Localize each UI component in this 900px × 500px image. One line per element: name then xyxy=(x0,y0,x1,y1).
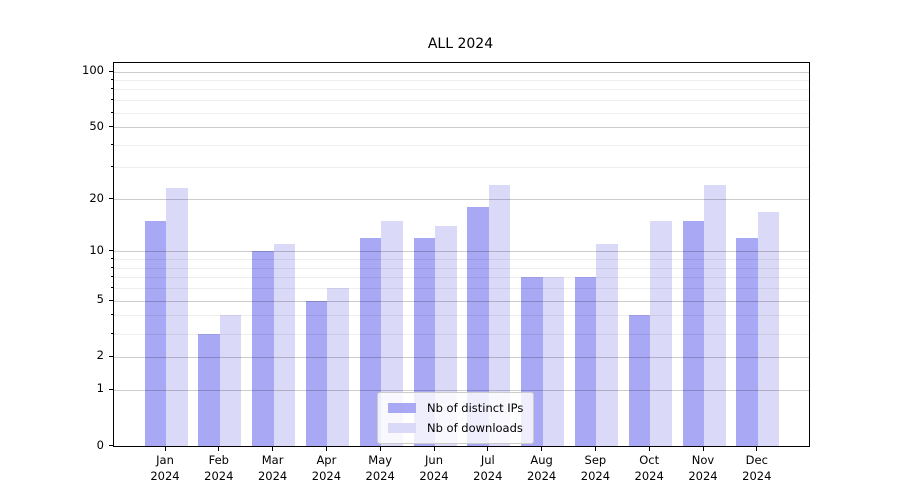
y-tick-label: 10 xyxy=(89,242,104,257)
x-tick-label-feb: Feb 2024 xyxy=(189,453,249,484)
y-minor-tick-mark xyxy=(111,258,113,260)
legend-label-distinct-ips: Nb of distinct IPs xyxy=(427,401,524,415)
y-minor-tick-mark xyxy=(111,166,113,168)
bars-layer xyxy=(114,63,809,446)
bar-nb-of-downloads-oct xyxy=(650,221,672,446)
legend: Nb of distinct IPs Nb of downloads xyxy=(377,392,535,444)
x-tick-year: 2024 xyxy=(473,468,503,483)
x-tick-label-jun: Jun 2024 xyxy=(404,453,464,484)
x-tick-mark xyxy=(164,447,166,451)
x-tick-mark xyxy=(433,447,435,451)
x-tick-label-mar: Mar 2024 xyxy=(243,453,303,484)
x-tick-label-apr: Apr 2024 xyxy=(296,453,356,484)
y-minor-tick-mark xyxy=(111,79,113,81)
x-tick-label-dec: Dec 2024 xyxy=(727,453,787,484)
x-tick-mark xyxy=(648,447,650,451)
x-tick-label-nov: Nov 2024 xyxy=(673,453,733,484)
y-tick-mark xyxy=(109,198,113,199)
y-tick-mark xyxy=(109,355,113,357)
x-tick-label-aug: Aug 2024 xyxy=(512,453,572,484)
y-tick-mark xyxy=(109,70,113,72)
x-tick-mark xyxy=(487,447,489,451)
y-minor-tick-mark xyxy=(111,99,113,101)
bar-nb-of-distinct-ips-jan xyxy=(144,221,166,446)
bar-nb-of-downloads-dec xyxy=(757,211,780,446)
x-tick-mark xyxy=(379,447,381,451)
x-tick-label-sep: Sep 2024 xyxy=(565,453,625,484)
bar-nb-of-distinct-ips-may xyxy=(359,237,382,446)
y-tick-mark xyxy=(109,126,113,128)
x-tick-mark xyxy=(702,447,704,451)
legend-label-downloads: Nb of downloads xyxy=(427,421,523,435)
bar-nb-of-downloads-jul xyxy=(488,184,511,446)
legend-item-distinct-ips: Nb of distinct IPs xyxy=(388,398,523,418)
x-tick-year: 2024 xyxy=(311,468,342,483)
bar-nb-of-downloads-mar xyxy=(273,244,296,446)
y-tick-mark xyxy=(109,388,113,390)
y-minor-tick-mark xyxy=(111,276,113,278)
x-tick-label-may: May 2024 xyxy=(350,453,410,484)
x-tick-year: 2024 xyxy=(204,468,234,483)
x-tick-mark xyxy=(325,447,327,451)
y-minor-tick-mark xyxy=(111,143,113,145)
y-tick-mark xyxy=(109,445,113,446)
bar-nb-of-distinct-ips-sep xyxy=(574,277,597,446)
y-tick-mark xyxy=(109,250,113,252)
x-tick-year: 2024 xyxy=(257,468,288,483)
plot-area: Nb of distinct IPs Nb of downloads xyxy=(113,62,810,447)
y-tick-mark xyxy=(109,299,113,301)
bar-nb-of-downloads-apr xyxy=(327,288,349,446)
y-minor-tick-mark xyxy=(111,88,113,90)
x-tick-year: 2024 xyxy=(150,468,180,483)
bar-nb-of-distinct-ips-feb xyxy=(198,333,220,446)
bar-nb-of-downloads-jun xyxy=(435,226,457,446)
y-tick-label: 50 xyxy=(89,118,104,133)
bar-nb-of-downloads-sep xyxy=(596,244,618,446)
y-tick-label: 2 xyxy=(96,348,104,363)
x-tick-mark xyxy=(272,447,274,451)
x-tick-year: 2024 xyxy=(580,468,611,483)
x-tick-year: 2024 xyxy=(634,468,664,483)
y-minor-tick-mark xyxy=(111,314,113,316)
x-tick-mark xyxy=(541,447,543,451)
x-tick-year: 2024 xyxy=(526,468,557,483)
bar-nb-of-distinct-ips-nov xyxy=(682,221,704,446)
bar-nb-of-distinct-ips-apr xyxy=(305,300,328,446)
x-tick-label-oct: Oct 2024 xyxy=(619,453,679,484)
x-tick-year: 2024 xyxy=(742,468,772,483)
y-minor-tick-mark xyxy=(111,332,113,334)
legend-item-downloads: Nb of downloads xyxy=(388,418,523,438)
bar-nb-of-downloads-feb xyxy=(219,315,242,446)
bar-nb-of-distinct-ips-oct xyxy=(628,315,651,446)
y-minor-tick-mark xyxy=(111,287,113,289)
bar-nb-of-downloads-nov xyxy=(704,184,726,446)
bar-nb-of-distinct-ips-dec xyxy=(736,237,758,446)
x-tick-year: 2024 xyxy=(688,468,718,483)
x-tick-mark xyxy=(756,447,758,451)
x-tick-label-jan: Jan 2024 xyxy=(135,453,195,484)
bar-nb-of-downloads-jan xyxy=(166,188,188,446)
y-tick-label: 0 xyxy=(96,437,104,452)
x-tick-year: 2024 xyxy=(365,468,395,483)
y-tick-label: 20 xyxy=(89,190,104,205)
bar-nb-of-distinct-ips-mar xyxy=(252,251,274,446)
bar-nb-of-distinct-ips-jul xyxy=(467,207,489,446)
y-tick-label: 1 xyxy=(96,381,104,396)
y-tick-label: 5 xyxy=(96,292,104,307)
chart-title: ALL 2024 xyxy=(427,36,494,52)
y-tick-label: 100 xyxy=(82,63,104,78)
legend-swatch-distinct-ips xyxy=(388,403,416,413)
x-tick-mark xyxy=(594,447,596,451)
x-tick-label-jul: Jul 2024 xyxy=(458,453,518,484)
x-tick-year: 2024 xyxy=(419,468,449,483)
x-tick-mark xyxy=(218,447,220,451)
bar-nb-of-downloads-aug xyxy=(542,277,565,446)
bar-nb-of-downloads-may xyxy=(381,221,403,446)
legend-swatch-downloads xyxy=(388,423,416,433)
y-minor-tick-mark xyxy=(111,111,113,113)
y-minor-tick-mark xyxy=(111,266,113,268)
